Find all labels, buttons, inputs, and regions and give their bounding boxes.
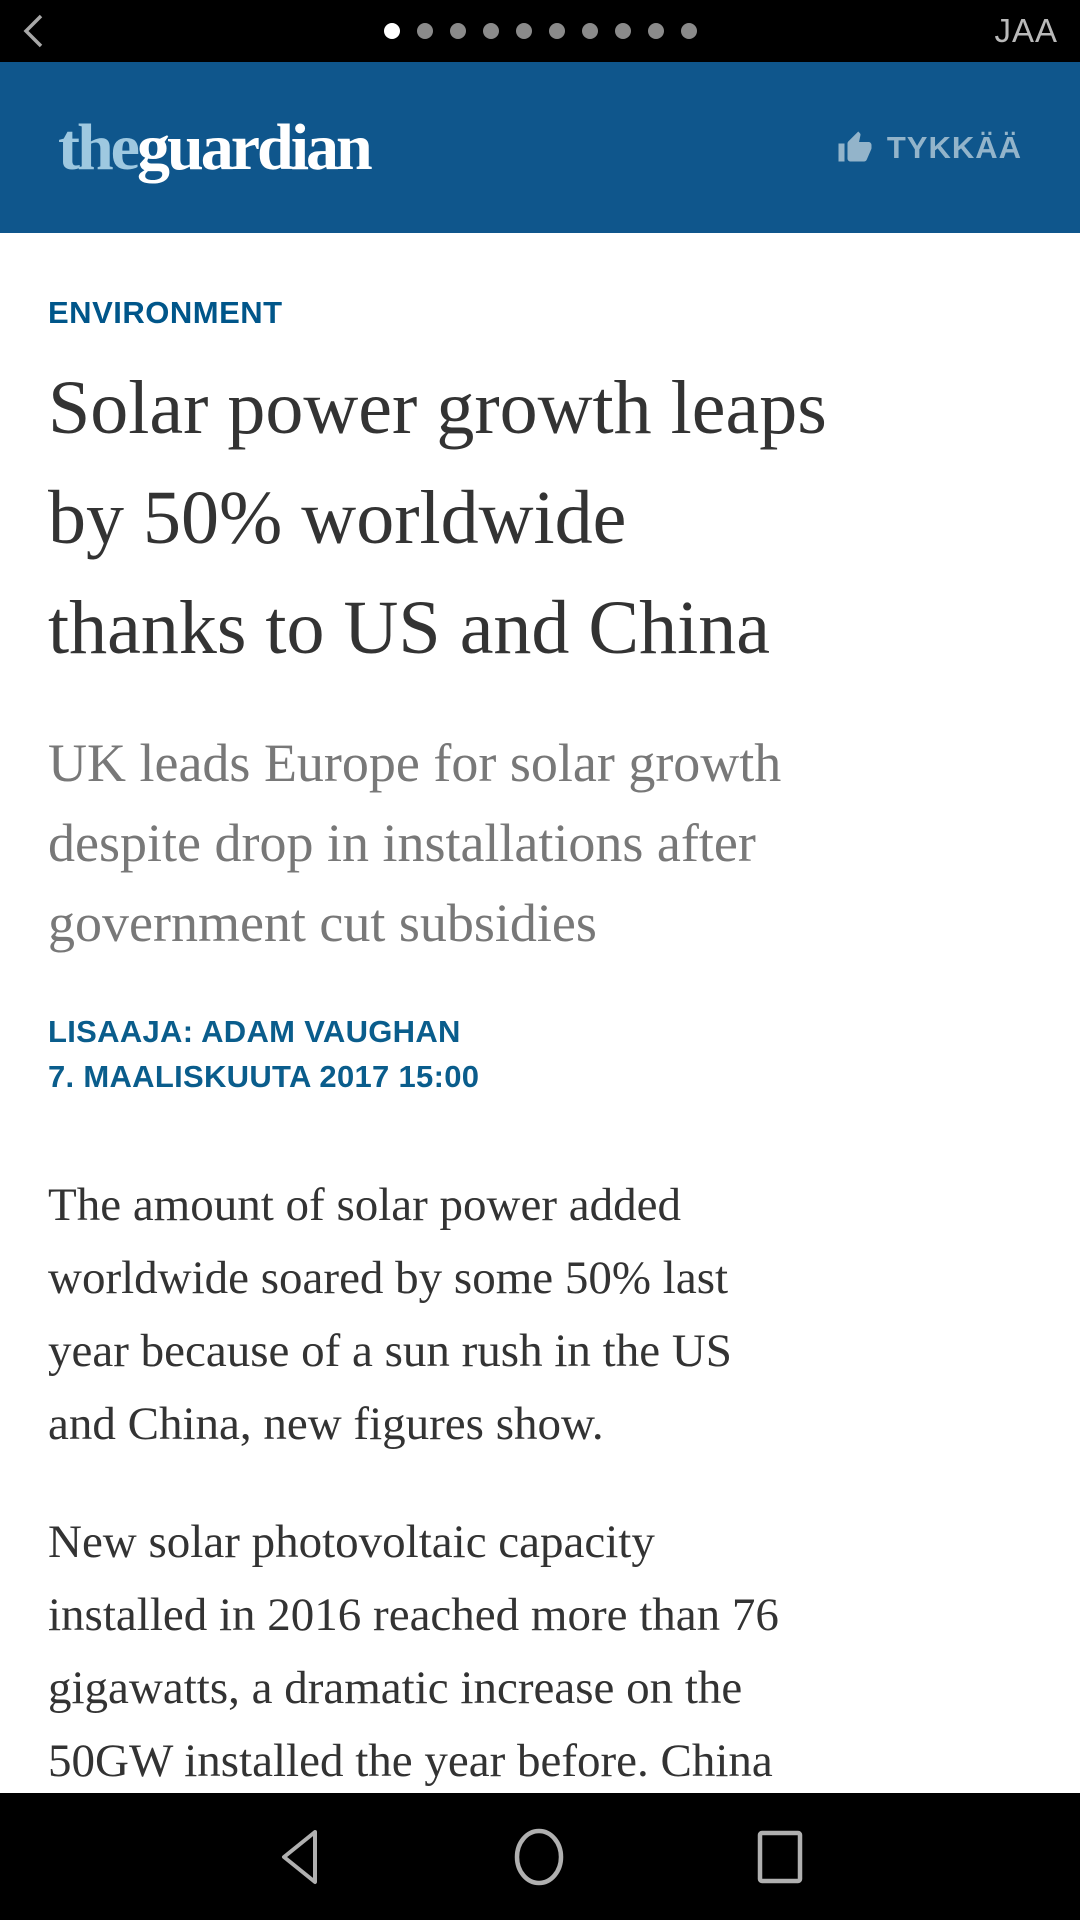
section-kicker[interactable]: ENVIRONMENT bbox=[48, 295, 283, 330]
article: ENVIRONMENT Solar power growth leaps by … bbox=[0, 233, 1080, 1798]
page-indicator-dots bbox=[0, 0, 1080, 62]
share-label: JAA bbox=[994, 12, 1058, 49]
share-button[interactable]: JAA bbox=[972, 0, 1080, 62]
nav-back-icon[interactable] bbox=[277, 1828, 321, 1886]
page-dot bbox=[383, 23, 400, 39]
page-dot bbox=[647, 23, 664, 39]
back-chevron-icon bbox=[23, 14, 43, 48]
page-dot bbox=[515, 23, 532, 39]
top-bar: JAA bbox=[0, 0, 1080, 62]
page-dot bbox=[614, 23, 631, 39]
body-copy: The amount of solar power added worldwid… bbox=[48, 1169, 1032, 1798]
page-dot bbox=[482, 23, 499, 39]
logo-guardian: guardian bbox=[136, 110, 373, 184]
back-button[interactable] bbox=[12, 0, 54, 62]
like-button[interactable]: TYKKÄÄ bbox=[837, 130, 1022, 166]
page-dot bbox=[581, 23, 598, 39]
article-meta: LISAAJA: ADAM VAUGHAN 7. MAALISKUUTA 201… bbox=[48, 1009, 1032, 1099]
page-dot bbox=[449, 23, 466, 39]
thumbs-up-icon bbox=[838, 131, 872, 161]
android-nav-bar bbox=[0, 1793, 1080, 1920]
page-dot bbox=[548, 23, 565, 39]
nav-recents-icon[interactable] bbox=[757, 1830, 803, 1884]
byline: LISAAJA: ADAM VAUGHAN bbox=[48, 1014, 461, 1049]
page-dot bbox=[416, 23, 433, 39]
guardian-logo[interactable]: theguardian bbox=[58, 114, 373, 181]
paragraph: New solar photovoltaic capacity installe… bbox=[48, 1516, 779, 1787]
nav-home-icon[interactable] bbox=[514, 1828, 564, 1886]
standfirst: UK leads Europe for solar growth despite… bbox=[48, 733, 782, 953]
paragraph: The amount of solar power added worldwid… bbox=[48, 1179, 732, 1450]
like-label: TYKKÄÄ bbox=[886, 129, 1022, 165]
page-dot bbox=[680, 23, 697, 39]
headline: Solar power growth leaps by 50% worldwid… bbox=[48, 366, 827, 670]
dateline: 7. MAALISKUUTA 2017 15:00 bbox=[48, 1059, 480, 1094]
masthead: theguardian TYKKÄÄ bbox=[0, 62, 1080, 233]
logo-the: the bbox=[58, 110, 140, 184]
